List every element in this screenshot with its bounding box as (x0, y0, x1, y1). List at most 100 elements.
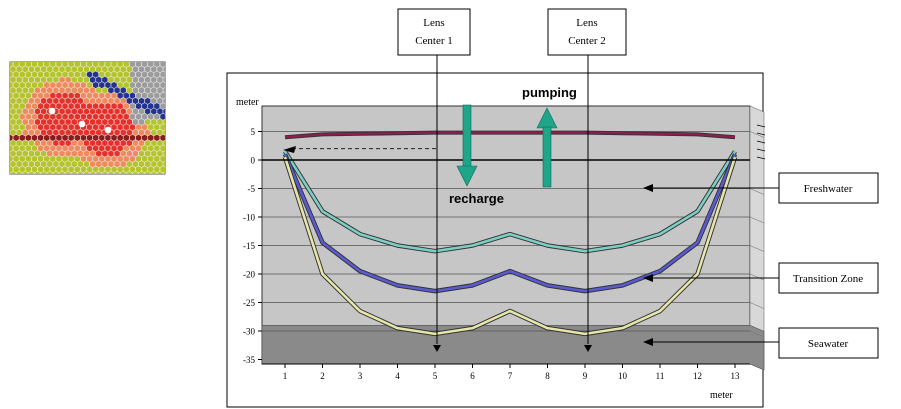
hex-cell (107, 171, 115, 174)
hex-cell (34, 171, 41, 174)
hex-cell (10, 107, 17, 116)
hex-cell (123, 144, 130, 152)
hex-cell (37, 91, 44, 100)
hex-cell (153, 165, 160, 174)
hex-cell (68, 62, 75, 68)
hex-cell (86, 144, 93, 152)
hex-cell (117, 70, 124, 79)
hex-cell (10, 91, 14, 100)
hex-cell (62, 177, 68, 184)
hex-cell (19, 123, 26, 131)
hex-cell (110, 70, 118, 79)
hex-cell (77, 149, 84, 158)
hex-cell (68, 165, 75, 174)
hex-cell (61, 70, 69, 79)
hex-cell (101, 76, 108, 84)
hex-cell (135, 134, 142, 142)
hex-cell (74, 91, 81, 100)
hex-cell (147, 70, 154, 79)
hexagon-grid-map (9, 61, 181, 184)
hex-cell (34, 128, 41, 137)
hex-cell (22, 97, 29, 105)
hex-cell (22, 107, 29, 116)
hex-cell (13, 144, 20, 152)
hex-cell (80, 113, 87, 121)
hex-cell (159, 91, 165, 100)
well-marker (48, 107, 56, 115)
hex-cell (34, 107, 41, 116)
hex-cell (25, 91, 32, 100)
hex-cell (49, 165, 56, 174)
hex-cell (43, 144, 50, 152)
hex-cell (175, 150, 181, 157)
hex-cell (153, 70, 160, 79)
hex-cell (86, 113, 93, 121)
hex-cell (144, 160, 151, 168)
hex-cell (123, 123, 130, 131)
hex-cell (159, 144, 165, 152)
hex-cell (25, 70, 32, 79)
hex-cell (74, 165, 81, 174)
hex-cell (156, 107, 164, 116)
hex-cell (150, 128, 157, 137)
hex-cell (28, 128, 35, 137)
hex-cell (126, 76, 133, 84)
hex-cell (58, 76, 66, 84)
hex-cell (16, 160, 23, 168)
middle-curve-series (283, 153, 737, 293)
x-tick-label: 3 (358, 371, 363, 381)
hex-cell (141, 165, 148, 174)
hex-cell (55, 70, 63, 79)
hex-cell (169, 87, 175, 94)
hex-cell (147, 123, 154, 131)
depth-tick (756, 140, 766, 144)
hex-cell (162, 129, 165, 136)
hex-cell (101, 97, 108, 105)
hex-cell (114, 128, 121, 137)
hex-cell (159, 165, 165, 174)
hex-cell (138, 76, 145, 84)
hex-cell (159, 113, 165, 121)
hex-cell (19, 62, 26, 68)
hex-cell (175, 98, 181, 105)
hex-cell (10, 144, 14, 152)
hex-cell (25, 165, 32, 174)
hex-cell (162, 108, 165, 115)
hex-cell (117, 177, 123, 184)
hex-cell (172, 177, 178, 184)
hex-cell (117, 62, 124, 68)
well-marker (78, 120, 86, 128)
upper-curve-series (283, 150, 737, 253)
hex-cell (162, 76, 165, 83)
hex-cell (34, 149, 41, 158)
hex-cell (31, 62, 38, 68)
hex-cell (95, 160, 102, 168)
hex-cell (114, 149, 121, 158)
hex-cell (13, 165, 20, 174)
dashed-guide-arrowhead (283, 146, 296, 153)
hex-cell (120, 160, 127, 168)
hex-cell (16, 97, 23, 105)
hex-cell (58, 149, 66, 158)
hex-cell (101, 107, 108, 116)
depth-tick (756, 132, 766, 136)
hex-cell (38, 177, 44, 184)
hex-cell (166, 82, 172, 89)
hex-cell (46, 97, 53, 105)
hex-cell (77, 160, 84, 168)
hex-cell (10, 123, 14, 131)
y-tick-label: -25 (243, 298, 255, 308)
hex-cell (71, 128, 78, 137)
hex-cell (166, 166, 172, 173)
hex-cell (68, 70, 75, 79)
hex-cell (98, 144, 105, 152)
hex-cell (92, 134, 99, 142)
hex-cell (61, 144, 69, 152)
hex-cell (162, 161, 165, 168)
hex-cell (98, 123, 105, 131)
hex-cell (22, 128, 29, 137)
hex-cell (104, 134, 112, 142)
hex-cell (92, 91, 99, 100)
hex-cell (150, 171, 157, 174)
